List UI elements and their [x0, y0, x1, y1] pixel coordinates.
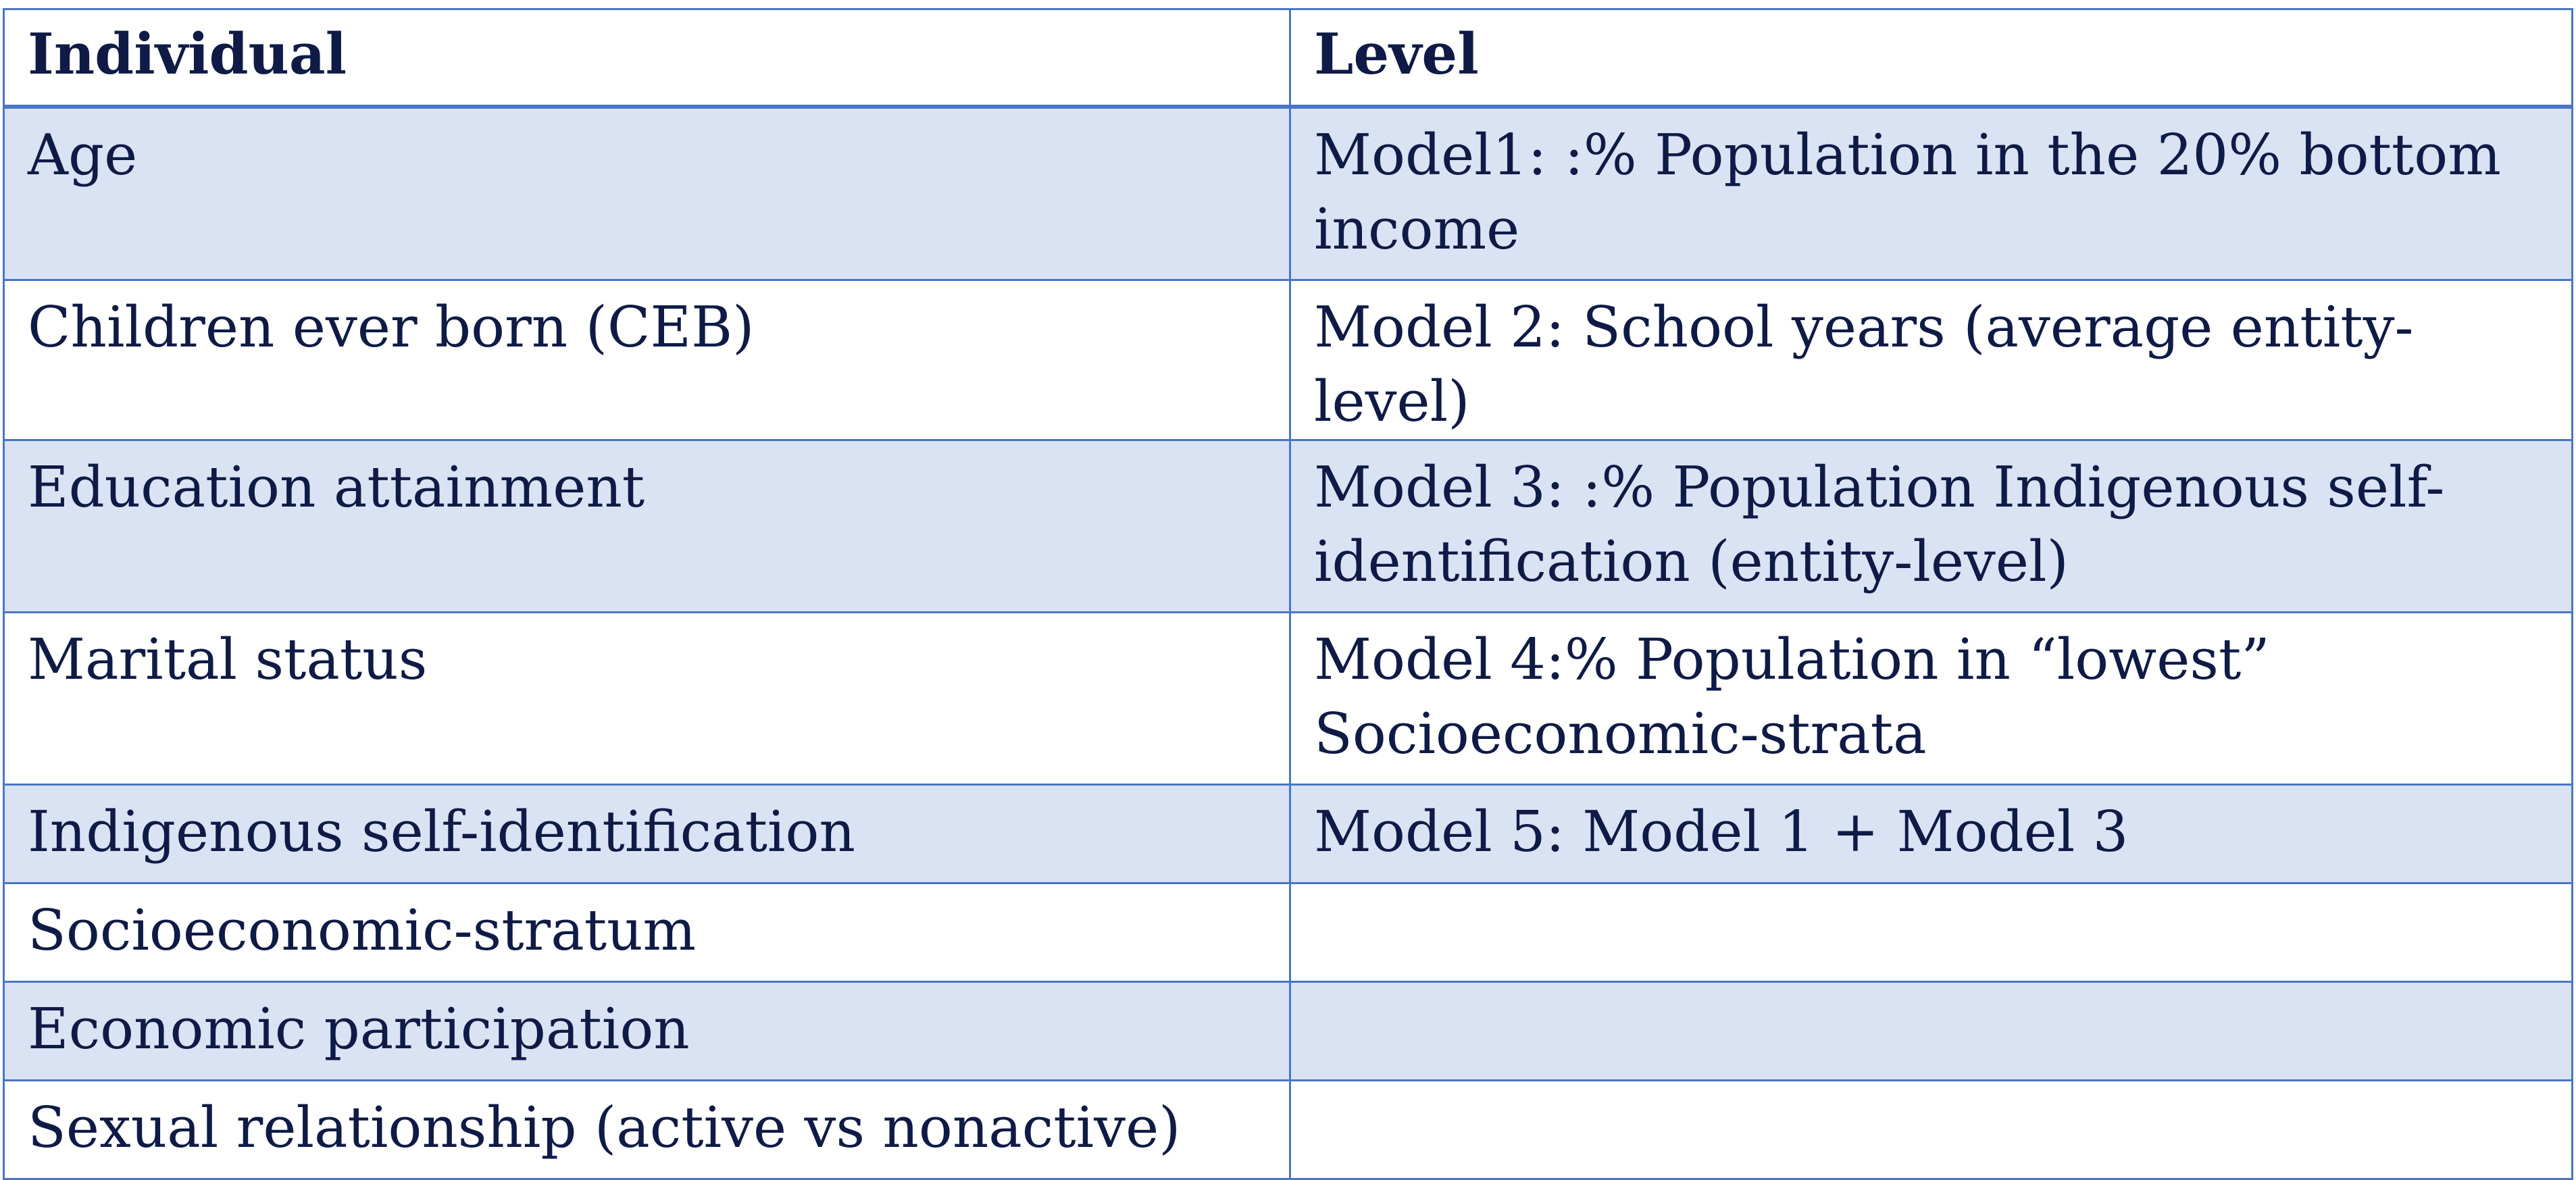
individual-cell: Age: [3, 105, 1291, 281]
header-level: Level: [1289, 8, 2573, 109]
level-cell: Model 3: :% Population Indigenous self-i…: [1289, 439, 2573, 613]
variables-table: Individual Level Age Model1: :% Populati…: [3, 8, 2573, 1180]
level-cell: [1289, 981, 2573, 1081]
individual-cell: Socioeconomic-stratum: [3, 882, 1291, 983]
level-cell: [1289, 1079, 2573, 1180]
table-row: Indigenous self-identification Model 5: …: [3, 784, 2573, 884]
table-header-row: Individual Level: [3, 8, 2573, 109]
table-row: Socioeconomic-stratum: [3, 882, 2573, 983]
table-row: Age Model1: :% Population in the 20% bot…: [3, 105, 2573, 281]
level-cell: [1289, 882, 2573, 983]
table-row: Education attainment Model 3: :% Populat…: [3, 439, 2573, 613]
header-individual: Individual: [3, 8, 1291, 109]
individual-cell: Indigenous self-identification: [3, 784, 1291, 884]
level-cell: Model 5: Model 1 + Model 3: [1289, 784, 2573, 884]
table-row: Economic participation: [3, 981, 2573, 1081]
level-cell: Model1: :% Population in the 20% bottom …: [1289, 105, 2573, 281]
individual-cell: Marital status: [3, 611, 1291, 786]
individual-cell: Children ever born (CEB): [3, 279, 1291, 441]
individual-cell: Economic participation: [3, 981, 1291, 1081]
individual-cell: Education attainment: [3, 439, 1291, 613]
table-row: Marital status Model 4:% Population in “…: [3, 611, 2573, 786]
level-cell: Model 2: School years (average entity-le…: [1289, 279, 2573, 441]
level-cell: Model 4:% Population in “lowest” Socioec…: [1289, 611, 2573, 786]
table-row: Sexual relationship (active vs nonactive…: [3, 1079, 2573, 1180]
table-row: Children ever born (CEB) Model 2: School…: [3, 279, 2573, 441]
individual-cell: Sexual relationship (active vs nonactive…: [3, 1079, 1291, 1180]
